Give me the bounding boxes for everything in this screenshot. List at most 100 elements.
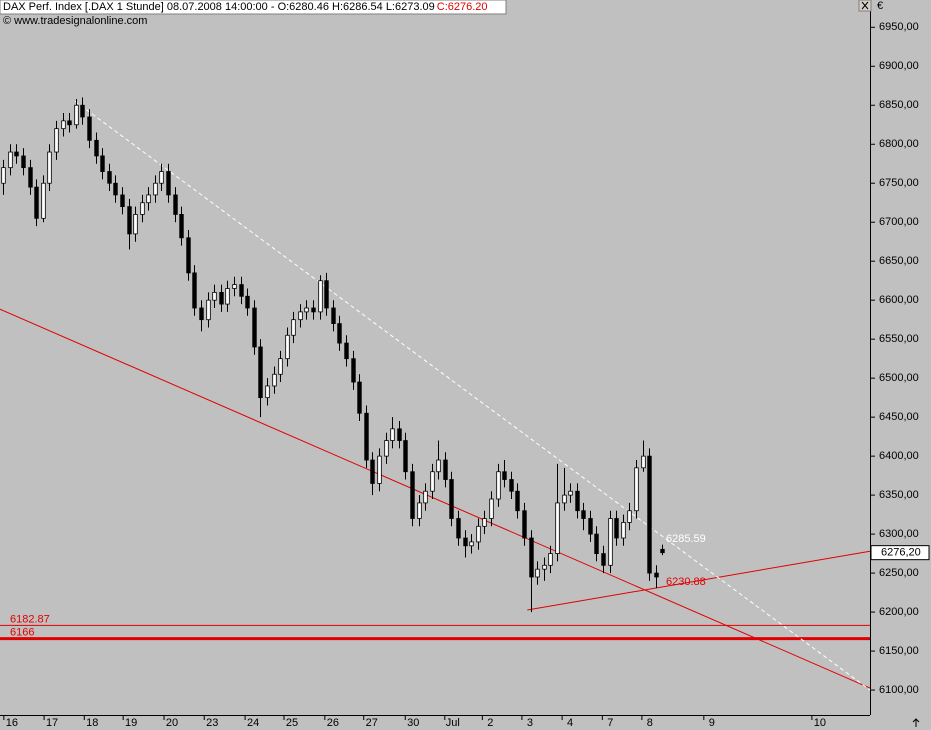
candle-body bbox=[324, 280, 329, 309]
candle-body bbox=[127, 206, 132, 235]
x-tick-label: 25 bbox=[286, 717, 298, 729]
y-tick-label: 6450,00 bbox=[879, 411, 919, 423]
candle-body bbox=[74, 104, 79, 126]
candle-body bbox=[291, 319, 296, 336]
y-tick-label: 6500,00 bbox=[879, 372, 919, 384]
candle-body bbox=[403, 440, 408, 473]
x-tick-label: 3 bbox=[527, 717, 533, 729]
candle-body bbox=[436, 459, 441, 473]
candle-body bbox=[311, 307, 316, 313]
candle-body bbox=[212, 291, 217, 301]
y-tick-label: 6200,00 bbox=[879, 606, 919, 618]
candle-body bbox=[621, 522, 626, 539]
candle-body bbox=[535, 568, 540, 578]
candle-body bbox=[410, 471, 415, 519]
candle-body bbox=[318, 280, 323, 313]
candle-body bbox=[166, 171, 171, 196]
y-tick-label: 6950,00 bbox=[879, 21, 919, 33]
candle-body bbox=[239, 284, 244, 297]
candle-body bbox=[192, 272, 197, 309]
candle-body bbox=[357, 381, 362, 414]
last-price-box bbox=[870, 545, 930, 561]
candle-body bbox=[351, 358, 356, 383]
candle-body bbox=[390, 428, 395, 441]
y-tick-label: 6750,00 bbox=[879, 177, 919, 189]
x-tick-label: 23 bbox=[206, 717, 218, 729]
candle-body bbox=[515, 490, 520, 512]
candle-body bbox=[542, 564, 547, 570]
candle-body bbox=[61, 120, 66, 130]
price-label: 6285.59 bbox=[666, 533, 706, 545]
x-tick-label: 10 bbox=[814, 717, 826, 729]
candle-body bbox=[80, 104, 85, 118]
x-tick-label: 7 bbox=[607, 717, 613, 729]
candle-body bbox=[469, 541, 474, 547]
x-tick-label: 16 bbox=[6, 717, 18, 729]
x-tick-label: 19 bbox=[125, 717, 137, 729]
candle-body bbox=[377, 455, 382, 484]
candle-body bbox=[265, 385, 270, 399]
x-tick-label: 30 bbox=[407, 717, 419, 729]
candle-body bbox=[304, 307, 309, 313]
candle-body bbox=[146, 194, 151, 204]
candle-body bbox=[509, 479, 514, 492]
candle-body bbox=[41, 182, 46, 219]
x-tick-label: 2 bbox=[487, 717, 493, 729]
candle-body bbox=[627, 510, 632, 523]
candle-body bbox=[252, 307, 257, 348]
candle-body bbox=[34, 186, 39, 219]
x-tick-label: 24 bbox=[247, 717, 259, 729]
y-tick-label: 6800,00 bbox=[879, 138, 919, 150]
candle-body bbox=[660, 548, 665, 554]
candle-body bbox=[496, 471, 501, 500]
scroll-arrow[interactable] bbox=[912, 718, 920, 727]
x-tick-label: 17 bbox=[46, 717, 58, 729]
y-tick-label: 6700,00 bbox=[879, 216, 919, 228]
candle-body bbox=[449, 479, 454, 519]
y-tick-label: 6600,00 bbox=[879, 294, 919, 306]
candle-body bbox=[173, 194, 178, 215]
y-tick-label: 6900,00 bbox=[879, 60, 919, 72]
y-tick-label: 6100,00 bbox=[879, 684, 919, 696]
candle-body bbox=[581, 510, 586, 519]
candle-body bbox=[522, 510, 527, 539]
candle-body bbox=[245, 295, 250, 309]
candle-body bbox=[430, 471, 435, 492]
candle-body bbox=[529, 537, 534, 578]
candle-body bbox=[641, 455, 646, 469]
candle-body bbox=[278, 358, 283, 375]
candle-body bbox=[489, 498, 494, 519]
candle-body bbox=[588, 518, 593, 535]
candle-body bbox=[272, 373, 277, 387]
candle-body bbox=[575, 490, 580, 512]
candle-body bbox=[476, 525, 481, 543]
x-tick-label: 27 bbox=[366, 717, 378, 729]
candle-body bbox=[87, 116, 92, 141]
candle-body bbox=[364, 412, 369, 461]
candle-body bbox=[634, 467, 639, 512]
trendline bbox=[0, 308, 871, 689]
candle-body bbox=[568, 490, 573, 496]
candle-body bbox=[179, 214, 184, 239]
candle-body bbox=[186, 237, 191, 274]
candle-body bbox=[107, 171, 112, 184]
x-tick-label: 18 bbox=[86, 717, 98, 729]
y-tick-label: 6300,00 bbox=[879, 528, 919, 540]
candle-body bbox=[232, 284, 237, 289]
candle-body bbox=[285, 334, 290, 360]
candle-body bbox=[594, 533, 599, 554]
candle-body bbox=[94, 139, 99, 157]
y-tick-label: 6400,00 bbox=[879, 450, 919, 462]
trendline bbox=[74, 100, 871, 691]
candle-body bbox=[133, 214, 138, 235]
candle-body bbox=[14, 151, 19, 157]
candle-body bbox=[502, 471, 507, 480]
candle-body bbox=[397, 428, 402, 441]
header-title: DAX Perf. Index [.DAX 1 Stunde] 08.07.20… bbox=[3, 1, 435, 13]
candle-body bbox=[601, 553, 606, 566]
y-tick-label: 6150,00 bbox=[879, 645, 919, 657]
y-tick-label: 6650,00 bbox=[879, 255, 919, 267]
candle-body bbox=[654, 572, 659, 578]
trendline bbox=[527, 550, 871, 611]
